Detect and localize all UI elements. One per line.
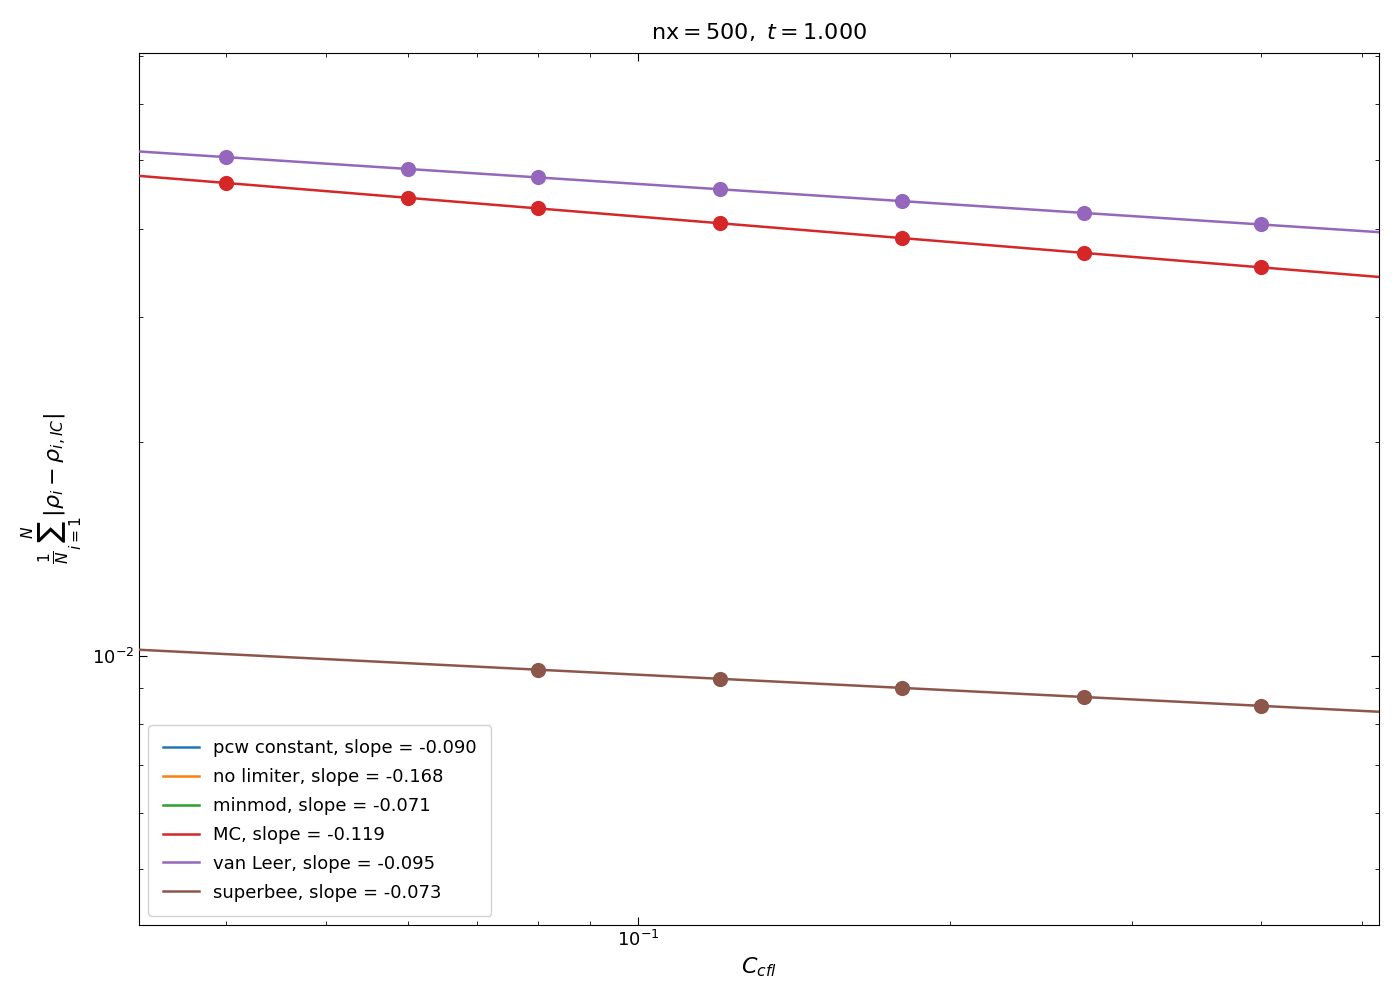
no limiter, slope = -0.168 [1254,31,1271,43]
superbee, slope = -0.073 [1254,700,1271,712]
MC, slope = -0.119 [1176,255,1193,267]
Point [1074,205,1096,221]
Line: no limiter, slope = -0.168: no limiter, slope = -0.168 [140,0,1379,51]
Point [214,175,237,191]
Point [890,230,913,246]
Line: superbee, slope = -0.073: superbee, slope = -0.073 [140,650,1379,712]
minmod, slope = -0.071 [869,19,886,31]
Point [1074,27,1096,43]
minmod, slope = -0.071 [890,20,907,32]
minmod, slope = -0.071 [1371,43,1387,55]
van Leer, slope = -0.095 [890,195,907,207]
Point [708,671,731,687]
minmod, slope = -0.071 [865,18,882,30]
superbee, slope = -0.073 [1371,706,1387,718]
van Leer, slope = -0.095 [1371,226,1387,238]
Point [890,680,913,696]
MC, slope = -0.119 [1254,262,1271,274]
Point [1074,245,1096,261]
Point [398,190,420,206]
Point [214,149,237,165]
superbee, slope = -0.073 [865,680,882,692]
Point [526,200,549,216]
superbee, slope = -0.073 [1176,696,1193,708]
minmod, slope = -0.071 [1176,34,1193,46]
Legend: pcw constant, slope = -0.090, no limiter, slope = -0.168, minmod, slope = -0.071: pcw constant, slope = -0.090, no limiter… [148,725,491,916]
Point [1250,35,1273,51]
Point [1074,9,1096,25]
Point [1250,216,1273,232]
Y-axis label: $\frac{1}{N}\sum_{i=1}^{N}|\rho_i - \rho_{i,IC}|$: $\frac{1}{N}\sum_{i=1}^{N}|\rho_i - \rho… [21,413,85,564]
no limiter, slope = -0.168 [890,0,907,1]
superbee, slope = -0.073 [890,682,907,694]
MC, slope = -0.119 [132,170,148,182]
superbee, slope = -0.073 [136,644,153,656]
Point [890,18,913,34]
minmod, slope = -0.071 [1254,37,1271,49]
MC, slope = -0.119 [890,232,907,244]
Point [398,0,420,10]
X-axis label: $C_{cfl}$: $C_{cfl}$ [742,956,777,979]
Point [526,0,549,16]
Point [1074,689,1096,705]
no limiter, slope = -0.168 [1176,22,1193,34]
van Leer, slope = -0.095 [865,193,882,205]
van Leer, slope = -0.095 [869,194,886,206]
Title: $\mathrm{nx} = 500,\ t = 1.000$: $\mathrm{nx} = 500,\ t = 1.000$ [651,21,867,43]
Point [708,215,731,231]
superbee, slope = -0.073 [869,681,886,693]
MC, slope = -0.119 [136,170,153,182]
Point [398,161,420,177]
van Leer, slope = -0.095 [1176,213,1193,225]
van Leer, slope = -0.095 [1254,219,1271,231]
no limiter, slope = -0.168 [1371,45,1387,57]
van Leer, slope = -0.095 [136,146,153,158]
Point [1250,29,1273,45]
Point [1250,259,1273,275]
MC, slope = -0.119 [869,230,886,242]
superbee, slope = -0.073 [132,644,148,656]
Point [708,181,731,197]
Point [708,9,731,25]
Line: van Leer, slope = -0.095: van Leer, slope = -0.095 [140,151,1379,232]
Point [526,662,549,678]
MC, slope = -0.119 [865,230,882,242]
Point [890,193,913,209]
Point [1250,698,1273,714]
Line: MC, slope = -0.119: MC, slope = -0.119 [140,176,1379,277]
van Leer, slope = -0.095 [132,145,148,157]
MC, slope = -0.119 [1371,271,1387,283]
Point [890,0,913,4]
Point [526,169,549,185]
Line: minmod, slope = -0.071: minmod, slope = -0.071 [140,0,1379,49]
